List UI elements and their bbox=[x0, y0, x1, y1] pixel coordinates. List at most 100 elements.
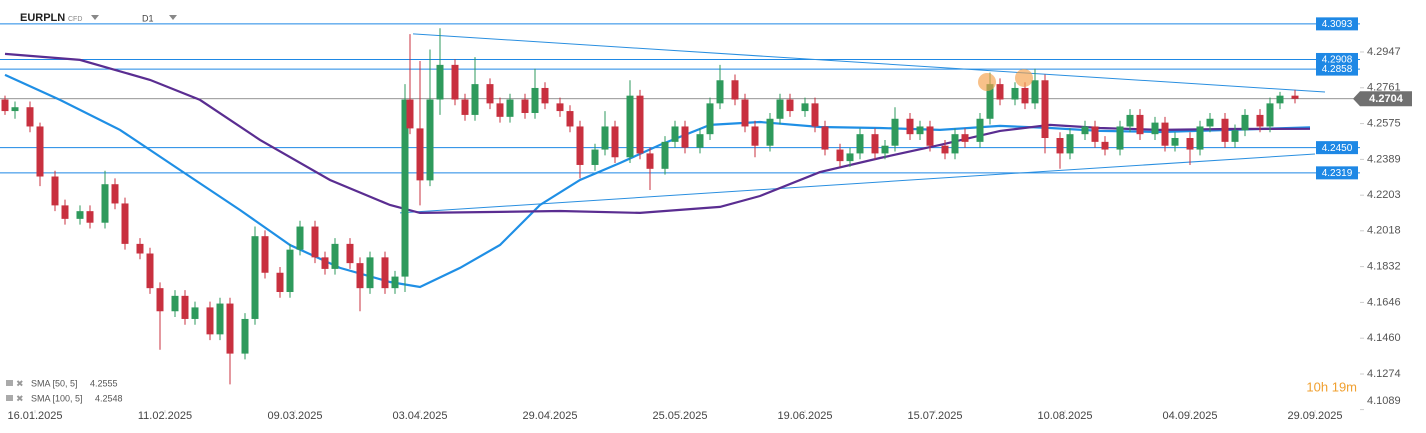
candle-body bbox=[381, 257, 389, 289]
candle-body bbox=[906, 118, 914, 135]
candle-body bbox=[986, 84, 994, 119]
candle-body bbox=[286, 249, 294, 293]
highlight-marker bbox=[1015, 68, 1033, 87]
candle-body bbox=[331, 243, 339, 269]
candle-body bbox=[591, 149, 599, 165]
candle-body bbox=[811, 103, 819, 127]
candle-body bbox=[646, 153, 654, 169]
legend-value: 4.2555 bbox=[90, 378, 118, 388]
candle-body bbox=[716, 80, 724, 104]
candle-body bbox=[566, 111, 574, 127]
candle-body bbox=[776, 99, 784, 119]
candle-body bbox=[1221, 118, 1229, 142]
candle-body bbox=[1101, 141, 1109, 150]
y-tick-label: 4.2389 bbox=[1367, 153, 1401, 165]
candle-body bbox=[601, 126, 609, 150]
candle-body bbox=[846, 153, 854, 162]
candle-body bbox=[636, 95, 644, 154]
candle-body bbox=[241, 318, 249, 354]
candle-body bbox=[891, 118, 899, 146]
level-label: 4.2319 bbox=[1322, 168, 1353, 179]
candle-body bbox=[1066, 134, 1074, 154]
candle-body bbox=[1, 99, 9, 112]
y-tick-label: 4.1646 bbox=[1367, 296, 1401, 308]
candle-body bbox=[1241, 114, 1249, 131]
candle-body bbox=[976, 118, 984, 142]
candle-body bbox=[226, 303, 234, 354]
x-tick-label: 15.07.2025 bbox=[907, 410, 962, 422]
candle-body bbox=[821, 126, 829, 150]
candle-body bbox=[251, 236, 259, 319]
candle-body bbox=[346, 243, 354, 264]
y-tick-label: 4.2947 bbox=[1367, 46, 1401, 58]
candle-body bbox=[1291, 95, 1299, 99]
candle-body bbox=[611, 126, 619, 158]
candle-body bbox=[391, 276, 399, 289]
timeframe[interactable]: D1 bbox=[142, 13, 154, 23]
candle-body bbox=[191, 307, 199, 319]
candle-body bbox=[181, 295, 189, 319]
candle-body bbox=[951, 134, 959, 154]
level-label: 4.2450 bbox=[1322, 143, 1353, 154]
level-label-box bbox=[1316, 166, 1358, 180]
legend-value: 4.2548 bbox=[95, 393, 123, 403]
level-label-box bbox=[1316, 17, 1358, 31]
candle-body bbox=[36, 126, 44, 177]
candle-body bbox=[366, 257, 374, 289]
candle-body bbox=[451, 64, 459, 100]
candle-body bbox=[1196, 126, 1204, 150]
candle-body bbox=[1126, 114, 1134, 127]
candle-body bbox=[1136, 114, 1144, 135]
candle-body bbox=[1186, 138, 1194, 150]
y-tick-label: 4.2018 bbox=[1367, 225, 1401, 237]
y-tick-label: 4.2761 bbox=[1367, 82, 1401, 94]
candle-body bbox=[661, 141, 669, 169]
candle-body bbox=[356, 263, 364, 289]
candle-body bbox=[61, 205, 69, 219]
sma-line bbox=[4, 52, 1311, 215]
candle-body bbox=[26, 107, 34, 127]
candle-body bbox=[801, 103, 809, 112]
candle-body bbox=[731, 80, 739, 100]
candle-body bbox=[916, 126, 924, 135]
candle-body bbox=[1151, 122, 1159, 135]
candle-body bbox=[506, 99, 514, 117]
candle-body bbox=[836, 149, 844, 162]
symbol[interactable]: EURPLN bbox=[20, 12, 65, 24]
x-tick-label: 10.08.2025 bbox=[1037, 410, 1092, 422]
y-tick-label: 4.2203 bbox=[1367, 189, 1401, 201]
legend-close[interactable]: ✖ bbox=[16, 378, 24, 388]
y-tick-label: 4.1832 bbox=[1367, 261, 1401, 273]
candle-body bbox=[881, 145, 889, 154]
candle-body bbox=[261, 236, 269, 273]
dropdown-arrow[interactable] bbox=[169, 15, 177, 20]
candle-body bbox=[766, 118, 774, 146]
x-tick-label: 19.06.2025 bbox=[777, 410, 832, 422]
candle-body bbox=[786, 99, 794, 112]
candle-body bbox=[1171, 138, 1179, 146]
x-tick-label: 25.05.2025 bbox=[652, 410, 707, 422]
legend-close[interactable]: ✖ bbox=[16, 393, 24, 403]
legend-icon[interactable] bbox=[6, 395, 13, 401]
candle-body bbox=[401, 99, 409, 277]
candle-body bbox=[461, 99, 469, 115]
dropdown-arrow[interactable] bbox=[91, 15, 99, 20]
x-tick-label: 16.01.2025 bbox=[7, 410, 62, 422]
instrument: CFD bbox=[68, 16, 82, 23]
candle-body bbox=[996, 84, 1004, 100]
candle-body bbox=[11, 107, 19, 112]
candle-body bbox=[496, 103, 504, 117]
y-tick-label: 4.1274 bbox=[1367, 368, 1401, 380]
candle-body bbox=[296, 226, 304, 250]
legend: ✖ SMA [50, 5] 4.2555 ✖ SMA [100, 5] 4.25… bbox=[6, 378, 123, 403]
candle-body bbox=[1056, 138, 1064, 154]
level-label: 4.3093 bbox=[1322, 19, 1353, 30]
candle-body bbox=[276, 272, 284, 293]
candle-body bbox=[556, 103, 564, 112]
candle-body bbox=[111, 184, 119, 204]
legend-icon[interactable] bbox=[6, 380, 13, 386]
candle-body bbox=[1011, 87, 1019, 100]
